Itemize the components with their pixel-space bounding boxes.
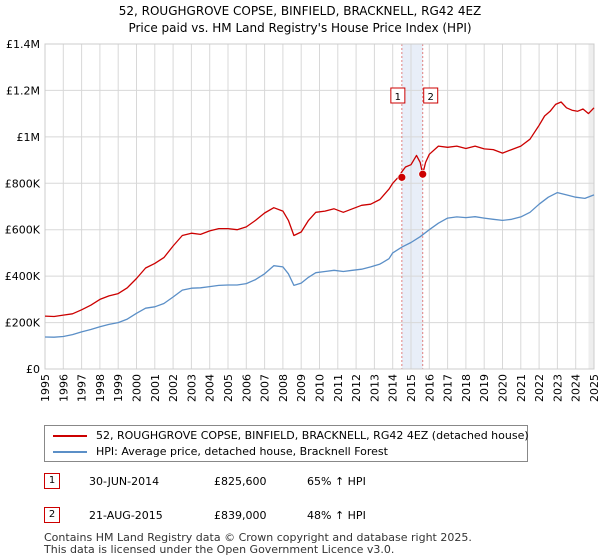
x-tick-label: 2004 [204,374,217,402]
footer-licence: This data is licensed under the Open Gov… [44,543,395,556]
x-tick-label: 1995 [39,374,52,402]
footer-copyright: Contains HM Land Registry data © Crown c… [44,531,472,544]
chart-subtitle: Price paid vs. HM Land Registry's House … [128,21,472,35]
x-tick-label: 2022 [533,374,546,402]
x-tick-label: 2009 [295,374,308,402]
x-tick-label: 2000 [131,374,144,402]
sale-hpi-change: 48% ↑ HPI [307,509,366,522]
x-tick-label: 2014 [387,374,400,402]
sale-number: 1 [44,473,60,489]
x-tick-label: 2007 [259,374,272,402]
x-tick-label: 2010 [314,374,327,402]
sale-price: £825,600 [214,475,267,488]
x-tick-label: 2023 [551,374,564,402]
sale-hpi-change: 65% ↑ HPI [307,475,366,488]
legend-label-property: 52, ROUGHGROVE COPSE, BINFIELD, BRACKNEL… [96,429,529,442]
series-line-property [44,101,595,318]
x-tick-label: 1997 [76,374,89,402]
sale-point-2 [418,169,428,179]
y-tick-label: £1M [17,131,41,144]
legend-item-property: 52, ROUGHGROVE COPSE, BINFIELD, BRACKNEL… [53,429,529,442]
x-tick-label: 1998 [94,374,107,402]
x-tick-label: 2017 [442,374,455,402]
sale-number: 2 [44,507,60,523]
chart-title: 52, ROUGHGROVE COPSE, BINFIELD, BRACKNEL… [118,4,482,18]
legend-item-hpi: HPI: Average price, detached house, Brac… [53,445,388,458]
x-tick-label: 2025 [588,374,600,402]
legend-swatch-property [53,434,87,437]
plot-frame [44,43,595,370]
y-tick-label: £1.2M [6,84,40,97]
sale-date: 30-JUN-2014 [89,475,160,488]
x-tick-label: 2013 [368,374,381,402]
x-tick-label: 2018 [460,374,473,402]
sale-label-1: 1 [395,92,401,103]
y-tick-label: £800K [5,177,41,190]
x-tick-label: 2024 [570,374,583,402]
x-tick-label: 2001 [149,374,162,402]
x-tick-label: 2002 [167,374,180,402]
sale-date: 21-AUG-2015 [89,509,163,522]
x-tick-label: 2003 [185,374,198,402]
sale-label-box-2 [423,87,439,104]
sale-label-box-1 [390,87,406,104]
x-tick-label: 2019 [478,374,491,402]
legend-label-hpi: HPI: Average price, detached house, Brac… [96,445,388,458]
x-tick-label: 2012 [350,374,363,402]
x-tick-label: 2011 [332,374,345,402]
x-tick-label: 2006 [240,374,253,402]
x-tick-label: 2008 [277,374,290,402]
sale-label-2: 2 [428,92,434,103]
sale-row-2: 2 21-AUG-2015 £839,000 48% ↑ HPI [44,507,544,525]
forecast-shading [588,44,594,369]
series-line-hpi [44,191,595,338]
x-tick-label: 2005 [222,374,235,402]
y-tick-label: £1.4M [6,38,40,51]
sale-period-shading [401,44,423,369]
y-tick-label: £400K [5,270,41,283]
x-tick-label: 1999 [112,374,125,402]
x-tick-label: 2021 [515,374,528,402]
legend: 52, ROUGHGROVE COPSE, BINFIELD, BRACKNEL… [44,425,529,462]
sale-row-1: 1 30-JUN-2014 £825,600 65% ↑ HPI [44,473,544,491]
x-tick-label: 2020 [497,374,510,402]
sale-price: £839,000 [214,509,267,522]
x-tick-label: 2015 [405,374,418,402]
x-tick-label: 1996 [57,374,70,402]
legend-swatch-hpi [53,450,87,453]
price-chart: £0 £200K £400K £600K £800K £1M £1.2M £1.4M 1995 1… [5,38,600,402]
x-tick-label: 2016 [423,374,436,402]
sale-point-1 [397,172,407,182]
y-tick-label: £0 [26,363,40,376]
y-tick-label: £600K [5,224,41,237]
y-tick-label: £200K [5,317,41,330]
